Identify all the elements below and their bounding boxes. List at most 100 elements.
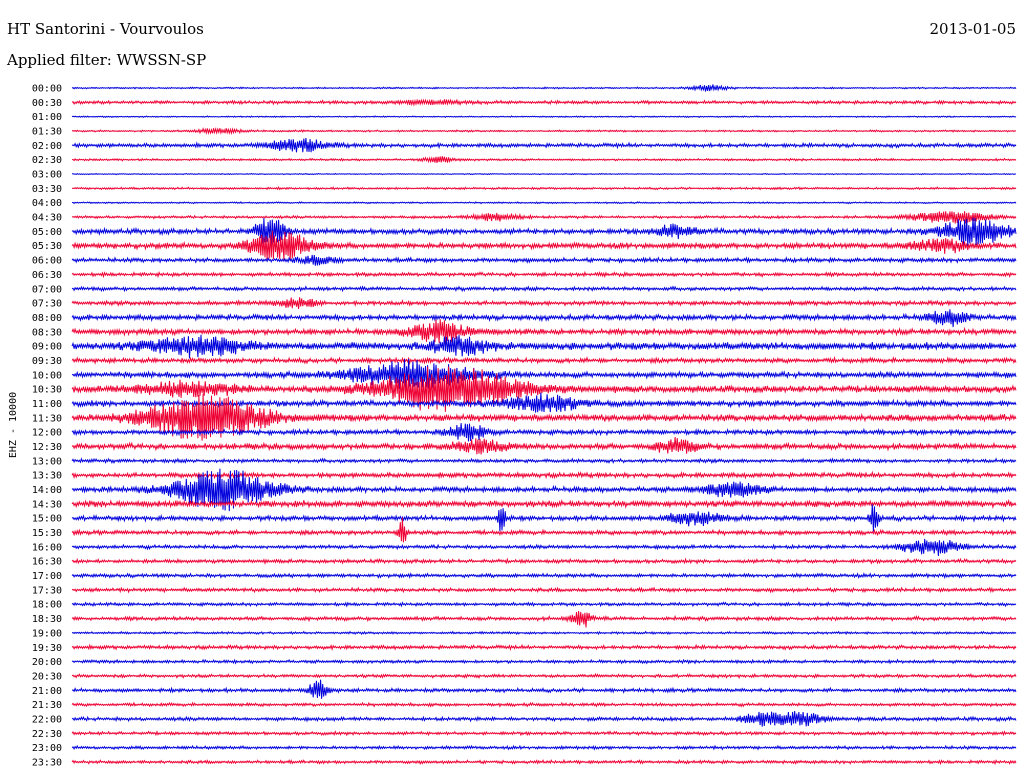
- row-time-label: 17:00: [32, 571, 62, 582]
- row-time-label: 16:30: [32, 557, 62, 568]
- trace-line: [71, 366, 1017, 412]
- trace-line: [71, 457, 1017, 465]
- row-time-label: 05:30: [32, 241, 62, 252]
- row-time-label: 21:00: [32, 686, 62, 697]
- trace-line: [71, 172, 1017, 176]
- row-time-label: 01:00: [32, 112, 62, 123]
- trace-line: [71, 84, 1017, 92]
- trace-line: [71, 701, 1017, 708]
- row-time-label: 08:00: [32, 313, 62, 324]
- row-time-label: 04:00: [32, 198, 62, 209]
- trace-line: [71, 586, 1017, 594]
- trace-line: [71, 468, 1017, 512]
- trace-line: [71, 730, 1017, 737]
- row-time-label: 15:30: [32, 528, 62, 539]
- row-time-label: 23:30: [32, 757, 62, 768]
- trace-line: [71, 572, 1017, 580]
- row-time-label: 02:00: [32, 141, 62, 152]
- trace-line: [71, 319, 1017, 345]
- row-time-label: 18:30: [32, 614, 62, 625]
- row-time-label: 13:30: [32, 471, 62, 482]
- row-time-label: 09:00: [32, 342, 62, 353]
- trace-line: [71, 630, 1017, 636]
- row-time-label: 20:30: [32, 671, 62, 682]
- trace-line: [71, 254, 1017, 266]
- row-time-label: 05:00: [32, 227, 62, 238]
- row-time-label: 23:00: [32, 743, 62, 754]
- trace-line: [71, 127, 1017, 136]
- row-time-label: 12:30: [32, 442, 62, 453]
- row-time-label: 11:30: [32, 413, 62, 424]
- trace-line: [71, 230, 1017, 261]
- trace-line: [71, 744, 1017, 751]
- trace-line: [71, 436, 1017, 455]
- row-time-label: 00:30: [32, 98, 62, 109]
- trace-line: [71, 201, 1017, 205]
- trace-line: [71, 517, 1017, 543]
- trace-line: [71, 297, 1017, 309]
- trace-line: [71, 270, 1017, 279]
- trace-line: [71, 658, 1017, 665]
- row-time-label: 22:30: [32, 729, 62, 740]
- channel-label: EHZ - 10000: [8, 392, 19, 458]
- trace-line: [71, 217, 1017, 247]
- trace-line: [71, 610, 1017, 628]
- row-time-label: 00:00: [32, 84, 62, 95]
- trace-line: [71, 498, 1017, 509]
- row-time-label: 19:00: [32, 628, 62, 639]
- row-time-label: 06:30: [32, 270, 62, 281]
- trace-line: [71, 557, 1017, 566]
- trace-line: [71, 392, 1017, 413]
- trace-line: [71, 98, 1017, 107]
- trace-line: [71, 672, 1017, 680]
- row-time-label: 13:00: [32, 456, 62, 467]
- row-time-label: 07:00: [32, 284, 62, 295]
- trace-line: [71, 285, 1017, 293]
- trace-line: [71, 138, 1017, 153]
- row-time-label: 14:00: [32, 485, 62, 496]
- row-time-label: 22:00: [32, 714, 62, 725]
- trace-line: [71, 643, 1017, 652]
- row-time-label: 07:30: [32, 299, 62, 310]
- row-time-label: 19:30: [32, 643, 62, 654]
- trace-line: [71, 538, 1017, 557]
- row-time-label: 15:00: [32, 514, 62, 525]
- trace-line: [71, 334, 1017, 359]
- station-title: HT Santorini - Vourvoulos: [7, 20, 204, 38]
- row-time-label: 10:30: [32, 385, 62, 396]
- row-time-label: 04:30: [32, 213, 62, 224]
- trace-line: [71, 358, 1017, 390]
- trace-line: [71, 710, 1017, 727]
- trace-line: [71, 186, 1017, 191]
- trace-line: [71, 393, 1017, 441]
- row-time-label: 03:30: [32, 184, 62, 195]
- trace-line: [71, 423, 1017, 442]
- row-time-label: 18:00: [32, 600, 62, 611]
- row-time-label: 17:30: [32, 585, 62, 596]
- row-time-label: 16:00: [32, 542, 62, 553]
- row-time-label: 09:30: [32, 356, 62, 367]
- trace-rows: 00:00 00:30 01:00 01:30 02:00 02:30 03:00 03:30…: [32, 84, 1017, 768]
- row-time-label: 08:30: [32, 327, 62, 338]
- row-time-label: 01:30: [32, 127, 62, 138]
- date-label: 2013-01-05: [929, 20, 1016, 38]
- row-time-label: 11:00: [32, 399, 62, 410]
- trace-line: [71, 758, 1017, 766]
- row-time-label: 10:00: [32, 370, 62, 381]
- trace-line: [71, 679, 1017, 699]
- row-time-label: 06:00: [32, 256, 62, 267]
- trace-line: [71, 601, 1017, 608]
- row-time-label: 21:30: [32, 700, 62, 711]
- filter-label: Applied filter: WWSSN-SP: [7, 51, 207, 69]
- trace-line: [71, 504, 1017, 532]
- row-time-label: 12:00: [32, 428, 62, 439]
- trace-line: [71, 115, 1017, 119]
- row-time-label: 20:00: [32, 657, 62, 668]
- trace-line: [71, 355, 1017, 365]
- row-time-label: 14:30: [32, 499, 62, 510]
- trace-line: [71, 156, 1017, 164]
- row-time-label: 03:00: [32, 170, 62, 181]
- row-time-label: 02:30: [32, 155, 62, 166]
- trace-line: [71, 211, 1017, 224]
